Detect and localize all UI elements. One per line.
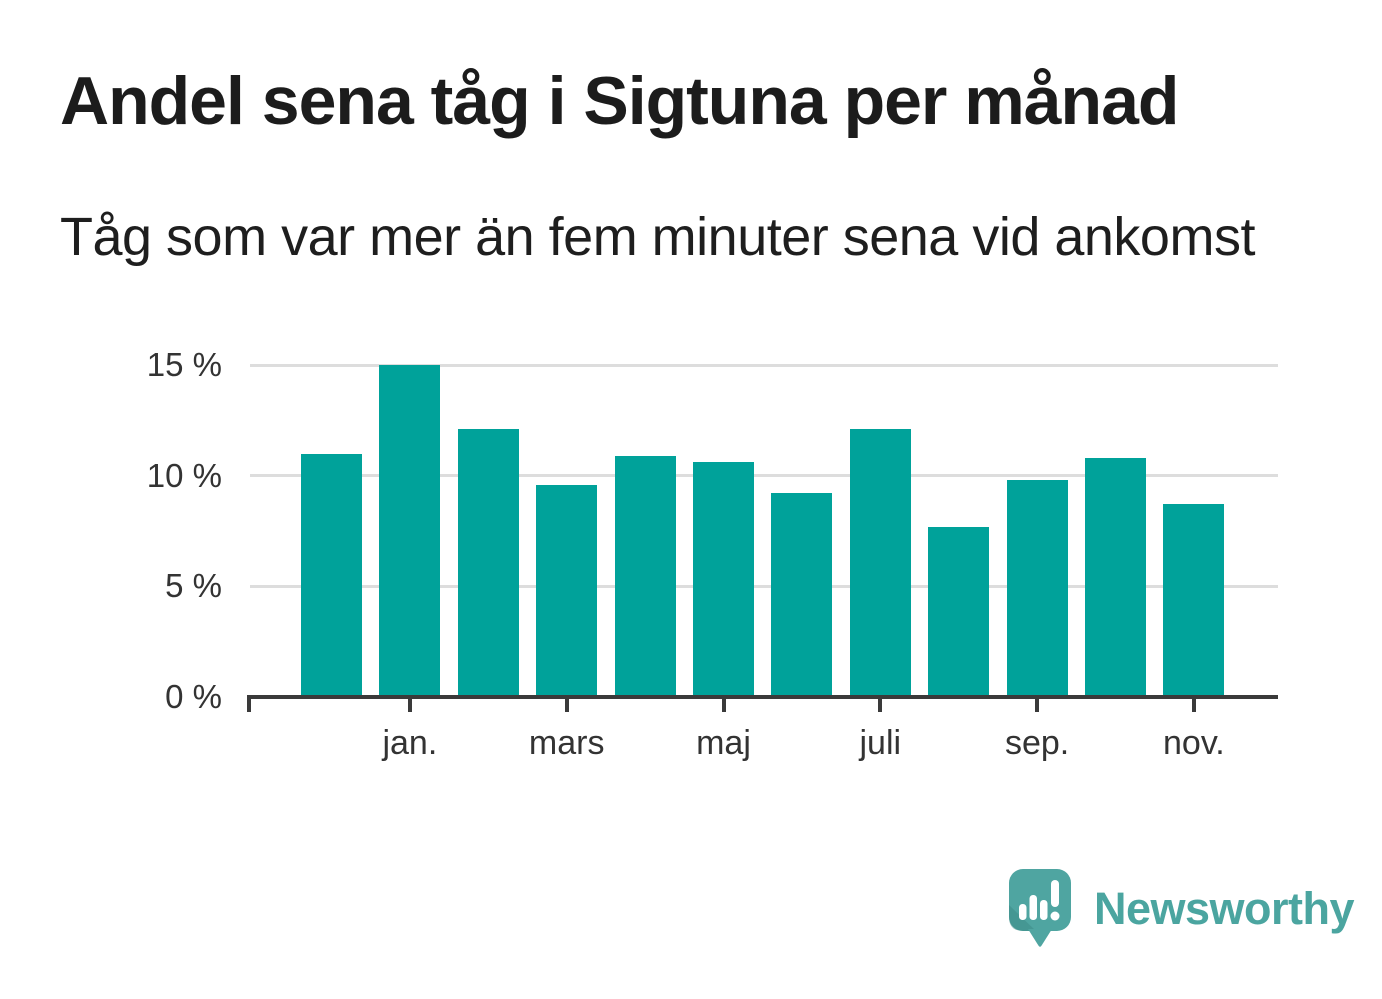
x-tick: [407, 697, 412, 712]
bar: [457, 429, 519, 697]
y-tick-label: 5 %: [165, 567, 222, 605]
bar: [536, 484, 598, 697]
x-tick-label: mars: [528, 724, 605, 762]
bar: [301, 453, 362, 697]
x-tick-label: sep.: [1004, 724, 1070, 762]
x-tick: [721, 697, 726, 712]
bar: [1006, 480, 1068, 697]
y-tick-label: 10 %: [146, 456, 222, 494]
gridline: [250, 363, 1278, 367]
bar: [1085, 457, 1146, 697]
bar: [379, 365, 441, 697]
x-tick: [1191, 697, 1196, 712]
x-axis-start-tick: [247, 697, 251, 712]
x-tick-label: maj: [696, 724, 751, 762]
x-tick-label: jan.: [382, 724, 438, 762]
y-tick-label: 15 %: [146, 346, 222, 383]
x-axis-line: [247, 695, 1278, 699]
x-tick: [878, 697, 883, 712]
gridline: [250, 584, 1278, 588]
bar: [1163, 504, 1225, 697]
chart-subtitle: Tåg som var mer än fem minuter sena vid …: [60, 207, 1255, 267]
chart-title: Andel sena tåg i Sigtuna per månad: [60, 63, 1179, 139]
bar: [614, 455, 676, 697]
x-tick-label: nov.: [1163, 724, 1225, 762]
bar: [928, 526, 990, 697]
newsworthy-logo-icon: [1009, 869, 1071, 947]
x-tick: [1035, 697, 1040, 712]
x-tick: [564, 697, 569, 712]
bar: [693, 462, 754, 697]
branding: Newsworthy: [1008, 866, 1355, 952]
bar: [849, 429, 911, 697]
x-tick-label: juli: [859, 724, 902, 762]
bar: [771, 493, 833, 697]
newsworthy-wordmark: Newsworthy: [1094, 883, 1355, 934]
y-tick-label: 0 %: [165, 678, 222, 715]
gridline: [250, 474, 1278, 478]
